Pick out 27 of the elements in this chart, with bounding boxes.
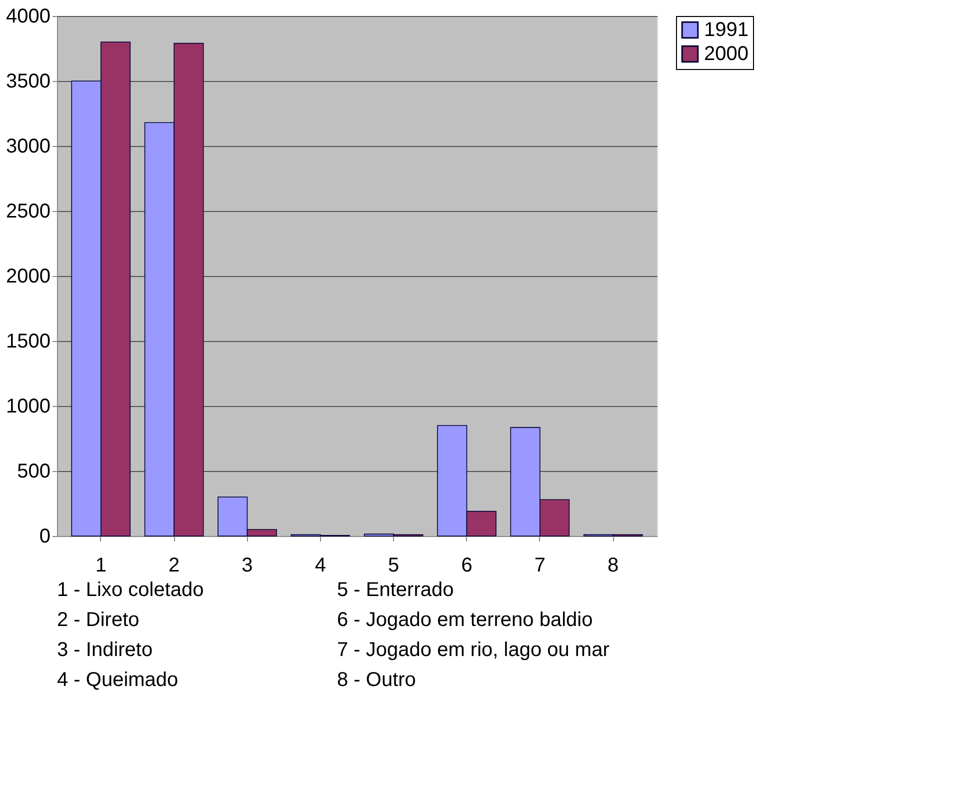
legend-label: 1991 [704,19,748,41]
text: 2 - Direto [57,609,140,631]
text: 4 - Queimado [57,669,178,691]
text: 6 - Jogado em terreno baldio [337,609,593,631]
y-tick-label: 1000 [6,396,50,418]
y-tick-label: 3500 [6,70,50,92]
text: 3 - Indireto [57,639,153,661]
legend-label: 2000 [704,43,748,65]
x-tick-label: 1 [95,554,106,576]
text: 1 - Lixo coletado [57,579,204,601]
y-tick-label: 2500 [6,200,50,222]
y-tick-label: 3000 [6,136,50,158]
text: 8 - Outro [337,669,416,691]
y-tick-label: 1500 [6,330,50,352]
x-tick-label: 6 [461,554,472,576]
text: 5 - Enterrado [337,579,454,601]
x-tick-label: 8 [608,554,619,576]
x-tick-label: 3 [242,554,253,576]
x-tick-label: 5 [388,554,400,576]
x-tick-label: 7 [534,554,546,576]
y-tick-label: 500 [17,460,50,482]
y-tick-label: 2000 [6,266,50,288]
y-tick-label: 0 [39,526,50,548]
y-tick-label: 4000 [6,6,50,28]
x-tick-label: 4 [314,554,326,576]
text: 7 - Jogado em rio, lago ou mar [337,639,610,661]
x-tick-label: 2 [168,554,180,576]
